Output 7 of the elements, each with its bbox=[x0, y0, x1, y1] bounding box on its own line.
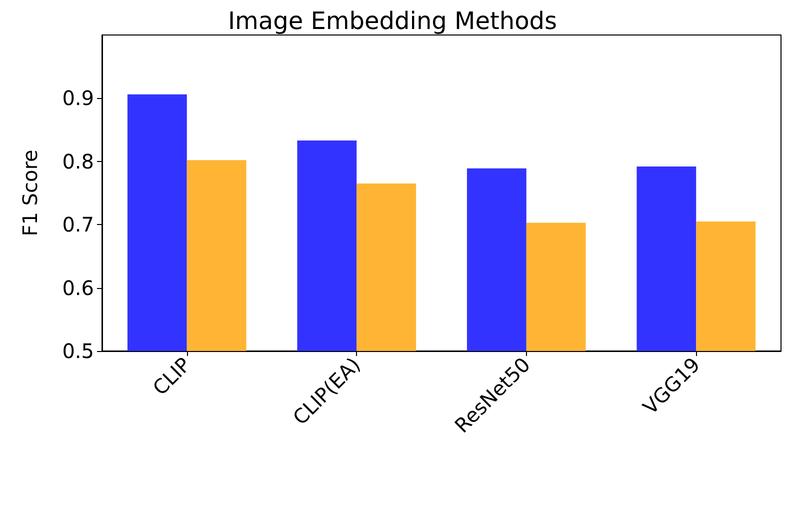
chart-title: Image Embedding Methods bbox=[228, 7, 558, 35]
y-tick-label: 0.5 bbox=[62, 339, 94, 363]
y-axis-title: F1 Score bbox=[18, 150, 42, 236]
y-tick-label: 0.9 bbox=[62, 86, 94, 110]
y-tick-label: 0.6 bbox=[62, 276, 94, 300]
y-tick-label: 0.7 bbox=[62, 212, 94, 237]
y-tick-label: 0.8 bbox=[62, 149, 94, 174]
